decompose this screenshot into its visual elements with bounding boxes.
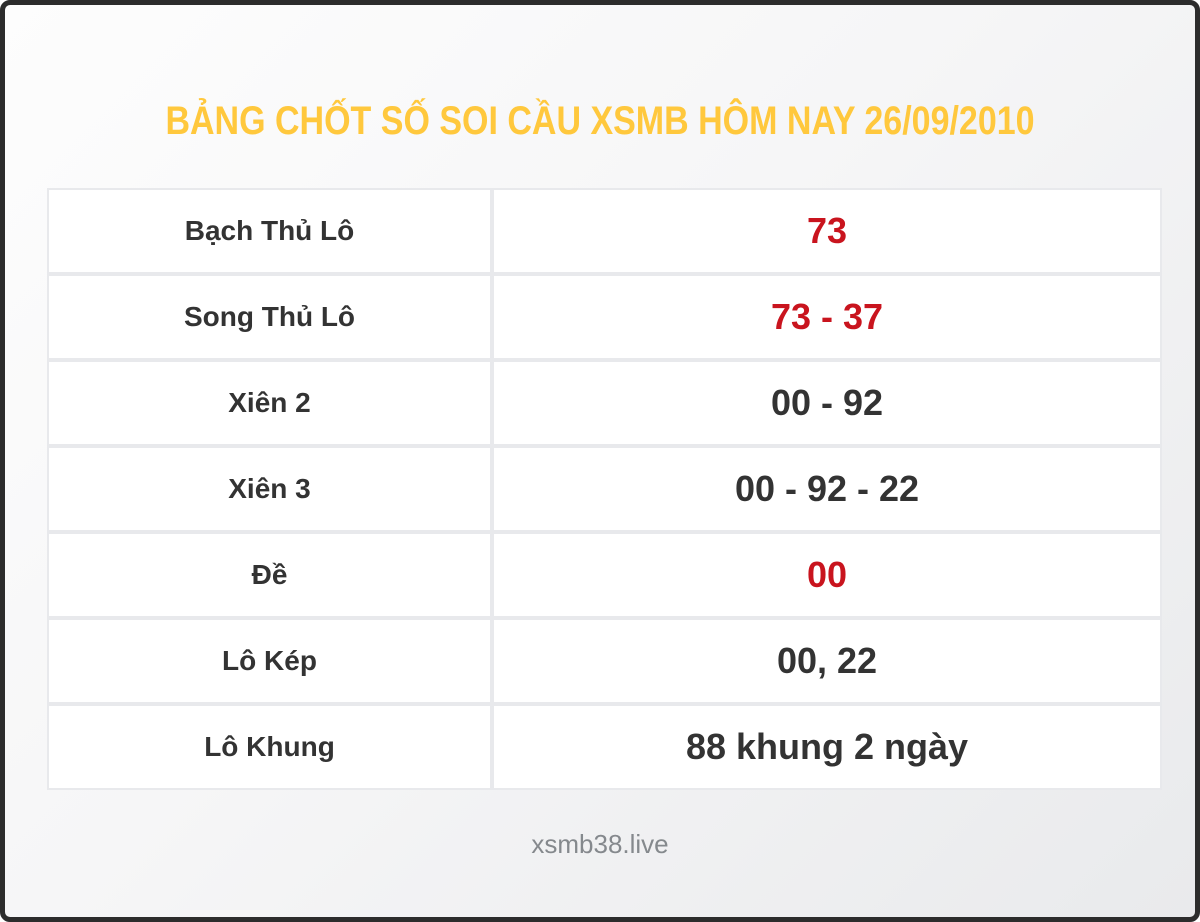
row-label: Song Thủ Lô — [47, 274, 492, 360]
row-label: Đề — [47, 532, 492, 618]
row-value: 00 - 92 — [492, 360, 1162, 446]
row-value: 00 - 92 - 22 — [492, 446, 1162, 532]
table-row: Xiên 2 00 - 92 — [47, 360, 1162, 446]
table-row: Bạch Thủ Lô 73 — [47, 188, 1162, 274]
prediction-table-body: Bạch Thủ Lô 73 Song Thủ Lô 73 - 37 Xiên 2 00 … — [47, 188, 1162, 790]
table-row: Song Thủ Lô 73 - 37 — [47, 274, 1162, 360]
prediction-table: Bạch Thủ Lô 73 Song Thủ Lô 73 - 37 Xiên 2 00 … — [47, 188, 1162, 790]
row-label: Lô Khung — [47, 704, 492, 790]
row-label: Lô Kép — [47, 618, 492, 704]
table-row: Lô Khung 88 khung 2 ngày — [47, 704, 1162, 790]
table-row: Đề 00 — [47, 532, 1162, 618]
row-value: 73 - 37 — [492, 274, 1162, 360]
row-value: 88 khung 2 ngày — [492, 704, 1162, 790]
row-label: Bạch Thủ Lô — [47, 188, 492, 274]
row-label: Xiên 3 — [47, 446, 492, 532]
row-value: 73 — [492, 188, 1162, 274]
row-label: Xiên 2 — [47, 360, 492, 446]
table-row: Lô Kép 00, 22 — [47, 618, 1162, 704]
row-value: 00 — [492, 532, 1162, 618]
page-title: BẢNG CHỐT SỐ SOI CẦU XSMB HÔM NAY 26/09/… — [165, 99, 1035, 143]
table-row: Xiên 3 00 - 92 - 22 — [47, 446, 1162, 532]
site-watermark: xsmb38.live — [531, 829, 669, 859]
row-value: 00, 22 — [492, 618, 1162, 704]
